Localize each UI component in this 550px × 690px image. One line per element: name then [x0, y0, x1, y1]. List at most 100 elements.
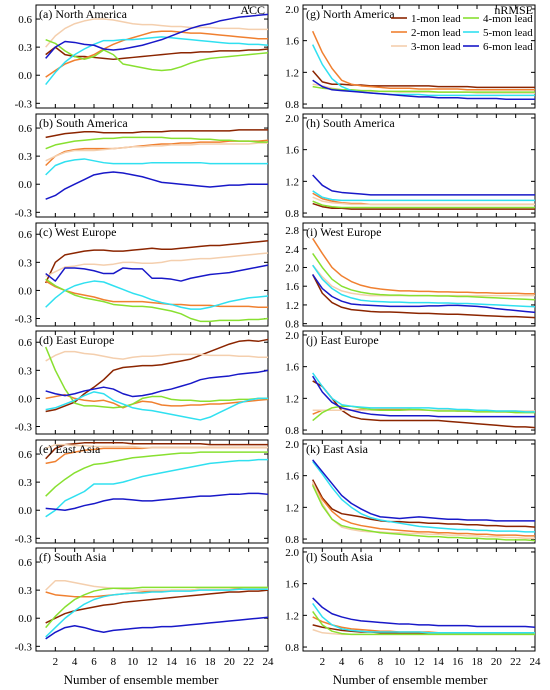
series-line-5-mon-lead — [45, 588, 268, 638]
panel-label: (j) East Europe — [306, 333, 379, 347]
series-line-1-mon-lead — [312, 70, 535, 89]
x-tick-label: 4 — [339, 656, 345, 668]
y-tick-label: -0.3 — [15, 98, 33, 110]
y-tick-label: 0.6 — [18, 123, 32, 135]
y-tick-label: 0.8 — [285, 99, 299, 111]
y-tick-label: 0.8 — [285, 642, 299, 654]
series-line-5-mon-lead — [45, 458, 268, 518]
y-tick-label: 2.0 — [285, 330, 299, 342]
series-line-1-mon-lead — [312, 380, 536, 429]
x-tick-label: 4 — [72, 656, 78, 668]
y-tick-label: 0.0 — [18, 70, 32, 82]
y-tick-label: 0.8 — [285, 208, 299, 220]
series-line-4-mon-lead — [311, 484, 536, 542]
y-tick-label: 0.6 — [18, 557, 32, 569]
series-line-2-mon-lead — [45, 393, 269, 409]
panel-label: (a) North America — [39, 7, 128, 21]
y-tick-label: 1.6 — [285, 36, 299, 48]
x-tick-label: 6 — [358, 656, 364, 668]
y-tick-label: 2.0 — [285, 262, 299, 274]
x-tick-label: 24 — [530, 656, 542, 668]
x-tick-label: 18 — [205, 656, 217, 668]
series-line-4-mon-lead — [45, 451, 268, 497]
x-axis-label-left: Number of ensemble member — [64, 672, 220, 687]
series-line-1-mon-lead — [45, 442, 268, 460]
y-tick-label: 0.8 — [285, 425, 299, 437]
series-line-6-mon-lead — [312, 459, 535, 522]
series-line-2-mon-lead — [311, 30, 535, 91]
y-tick-label: 0.6 — [18, 449, 32, 461]
series-line-6-mon-lead — [45, 171, 268, 200]
y-tick-label: 1.2 — [285, 610, 299, 622]
panel-c-west-europe: -0.3 0.0 0.3 0.6 (c) West Europe — [15, 222, 269, 327]
y-tick-label: 0.0 — [18, 285, 32, 297]
x-tick-label: 14 — [433, 656, 445, 668]
y-tick-label: -0.3 — [15, 641, 33, 653]
y-tick-label: -0.3 — [15, 314, 33, 326]
series-line-5-mon-lead — [311, 44, 535, 97]
y-tick-label: 0.3 — [18, 477, 32, 489]
series-line-2-mon-lead — [312, 483, 535, 537]
legend-entry: 5-mon lead — [483, 27, 533, 39]
y-tick-label: 0.6 — [18, 14, 32, 26]
series-line-1-mon-lead — [312, 274, 536, 319]
series-line-1-mon-lead — [44, 240, 269, 284]
y-tick-label: 2.4 — [285, 244, 299, 256]
series-line-5-mon-lead — [45, 280, 269, 310]
series-line-3-mon-lead — [45, 350, 268, 362]
panel-label: (e) East Asia — [39, 442, 101, 456]
y-tick-label: 1.2 — [285, 67, 299, 79]
y-tick-label: 1.2 — [285, 393, 299, 405]
y-tick-label: 0.0 — [18, 179, 32, 191]
y-tick-label: 2.0 — [285, 113, 299, 125]
y-tick-label: 0.0 — [18, 393, 32, 405]
panel-label: (f) South Asia — [39, 550, 107, 564]
x-tick-label: 20 — [224, 656, 236, 668]
series-line-4-mon-lead — [45, 136, 268, 150]
y-tick-label: -0.3 — [15, 207, 33, 219]
panel-j-east-europe: 0.8 1.2 1.6 2.0 (j) East Europe — [285, 330, 536, 437]
y-tick-label: -0.3 — [15, 533, 33, 545]
series-line-4-mon-lead — [45, 586, 268, 629]
y-tick-label: 0.3 — [18, 365, 32, 377]
x-tick-label: 20 — [491, 656, 503, 668]
x-tick-label: 2 — [320, 656, 326, 668]
y-tick-label: 0.3 — [18, 151, 32, 163]
x-tick-label: 6 — [91, 656, 97, 668]
y-tick-label: 1.6 — [285, 281, 299, 293]
series-line-6-mon-lead — [312, 174, 535, 196]
series-line-1-mon-lead — [312, 624, 535, 635]
y-tick-label: 0.3 — [18, 585, 32, 597]
series-line-6-mon-lead — [312, 274, 536, 314]
series-line-5-mon-lead — [45, 391, 268, 421]
legend-entry: 3-mon lead — [411, 41, 461, 53]
series-line-3-mon-lead — [45, 142, 268, 162]
x-tick-label: 16 — [452, 656, 464, 668]
series-line-1-mon-lead — [45, 129, 268, 139]
y-tick-label: 0.3 — [18, 257, 32, 269]
series-line-5-mon-lead — [312, 603, 535, 634]
y-tick-label: 2.0 — [285, 547, 299, 559]
panel-a-north-america: -0.3 0.0 0.3 0.6 (a) North America — [15, 4, 269, 110]
series-line-2-mon-lead — [45, 139, 269, 167]
series-line-5-mon-lead — [312, 264, 536, 308]
panel-label: (b) South America — [39, 116, 128, 130]
series-line-6-mon-lead — [312, 597, 536, 628]
y-tick-label: 1.6 — [285, 579, 299, 591]
panel-label: (k) East Asia — [306, 442, 369, 456]
panel-label: (i) West Europe — [306, 225, 381, 239]
panel-label: (g) North America — [306, 7, 395, 21]
series-line-1-mon-lead — [312, 479, 536, 528]
y-tick-label: 0.6 — [18, 337, 32, 349]
series-line-4-mon-lead — [45, 38, 269, 72]
y-tick-label: 2.8 — [285, 225, 299, 237]
series-line-4-mon-lead — [45, 278, 269, 323]
panel-i-west-europe: 0.8 1.2 1.6 2.0 2.4 2.8 (i) West Europe — [285, 222, 536, 331]
series-line-5-mon-lead — [312, 190, 535, 202]
y-tick-label: 0.8 — [285, 319, 299, 331]
legend: 1-mon lead 2-mon lead 3-mon lead 4-mon lead… — [391, 13, 533, 53]
y-tick-label: 0.0 — [18, 613, 32, 625]
series-line-6-mon-lead — [312, 79, 535, 101]
series-line-6-mon-lead — [45, 264, 269, 282]
series-line-5-mon-lead — [312, 460, 535, 533]
